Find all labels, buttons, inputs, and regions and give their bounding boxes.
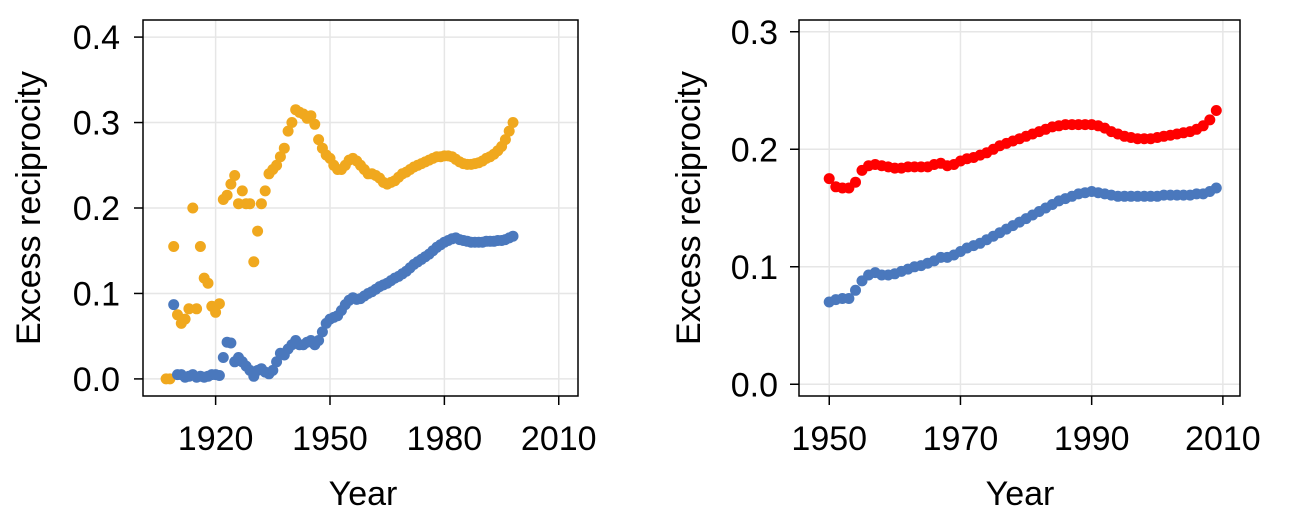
left-series-1-point — [202, 277, 214, 289]
right-series-1-point — [1210, 105, 1222, 116]
left-axis-ticks — [134, 36, 560, 405]
left-series-1-point — [255, 198, 267, 210]
left-series-2-point — [217, 352, 229, 363]
left-series-1-point — [210, 306, 222, 318]
left-series-1-point — [507, 117, 519, 128]
left-series-1-point — [274, 151, 286, 163]
y-tick-label: 0.0 — [73, 361, 120, 399]
left-series-2-point — [225, 337, 237, 349]
left-series-1-point — [305, 110, 317, 122]
left-series-1-point — [229, 170, 241, 181]
x-tick-label: 1950 — [292, 420, 368, 458]
left-series-1-point — [233, 198, 244, 210]
left-series-1-point — [244, 198, 256, 210]
left-series-1-point — [313, 134, 325, 146]
left-series-2-point — [507, 230, 519, 242]
right-series-1-point — [1204, 114, 1216, 126]
x-tick-label: 1920 — [178, 420, 254, 458]
left-y-axis-title: Excess reciprocity — [10, 71, 48, 345]
left-series-1-point — [503, 125, 515, 137]
left-series-2-point — [213, 370, 225, 381]
left-series-1-point — [179, 313, 191, 325]
left-series-1-point — [252, 225, 264, 237]
y-tick-label: 0.0 — [731, 366, 778, 404]
left-x-axis-title: Year — [329, 475, 398, 513]
x-tick-label: 1950 — [791, 420, 867, 458]
left-series-1-point — [221, 189, 233, 201]
y-tick-label: 0.1 — [731, 249, 778, 287]
y-tick-label: 0.3 — [73, 105, 120, 143]
left-series-1-point — [259, 185, 271, 197]
left-series-1-point — [168, 241, 180, 252]
right-y-tick-labels: 0.0 0.1 0.2 0.3 — [731, 14, 778, 405]
left-series-1-point — [309, 118, 321, 130]
left-series-1-point — [183, 303, 195, 315]
left-series-1-point — [191, 303, 203, 315]
y-tick-label: 0.1 — [73, 275, 120, 313]
left-series-1-point — [213, 298, 225, 310]
right-series-2-point — [1210, 182, 1222, 194]
x-tick-label: 1990 — [1054, 420, 1130, 458]
right-series-1-point — [823, 173, 835, 185]
left-series-1-point — [248, 256, 260, 268]
left-data-points — [160, 104, 519, 385]
left-series-1-point — [194, 241, 206, 252]
left-series-1-point — [282, 125, 294, 137]
right-x-axis-title: Year — [986, 475, 1055, 513]
left-gridlines — [143, 20, 578, 396]
left-series-2-point — [316, 326, 328, 338]
left-series-1-point — [499, 134, 511, 146]
right-series-1-point — [850, 176, 861, 188]
left-panel: 1920 1950 1980 2010 0.0 0.1 0.2 0.3 0.4 Year Ex… — [10, 19, 597, 513]
y-tick-label: 0.4 — [73, 19, 120, 57]
left-x-tick-labels: 1920 1950 1980 2010 — [178, 420, 597, 458]
left-series-1-point — [187, 202, 199, 214]
left-series-2-point — [313, 335, 325, 346]
right-data-points — [823, 105, 1222, 308]
x-tick-label: 1970 — [923, 420, 999, 458]
right-axis-ticks — [790, 31, 1224, 405]
left-series-1-point — [271, 159, 283, 171]
right-y-axis-title: Excess reciprocity — [670, 71, 708, 345]
right-gridlines — [799, 20, 1240, 396]
x-tick-label: 2010 — [1185, 420, 1261, 458]
left-series-2-point — [271, 356, 283, 368]
y-tick-label: 0.2 — [73, 190, 120, 228]
right-plot-frame — [798, 19, 1241, 397]
left-series-1-point — [278, 142, 290, 154]
x-tick-label: 1980 — [407, 420, 483, 458]
right-series-2-point — [850, 284, 861, 296]
left-series-1-point — [236, 185, 248, 197]
left-series-2-point — [267, 364, 279, 376]
x-tick-label: 2010 — [521, 420, 597, 458]
right-x-tick-labels: 1950 1970 1990 2010 — [791, 420, 1260, 458]
left-plot-frame — [142, 19, 579, 397]
right-panel: 1950 1970 1990 2010 0.0 0.1 0.2 0.3 Year Exces… — [670, 14, 1261, 513]
left-series-2-point — [168, 299, 180, 311]
left-y-tick-labels: 0.0 0.1 0.2 0.3 0.4 — [73, 19, 120, 399]
left-series-1-point — [225, 178, 237, 190]
y-tick-label: 0.3 — [731, 14, 778, 52]
right-series-2-point — [843, 293, 855, 304]
y-tick-label: 0.2 — [731, 131, 778, 169]
left-series-1-point — [286, 117, 298, 128]
